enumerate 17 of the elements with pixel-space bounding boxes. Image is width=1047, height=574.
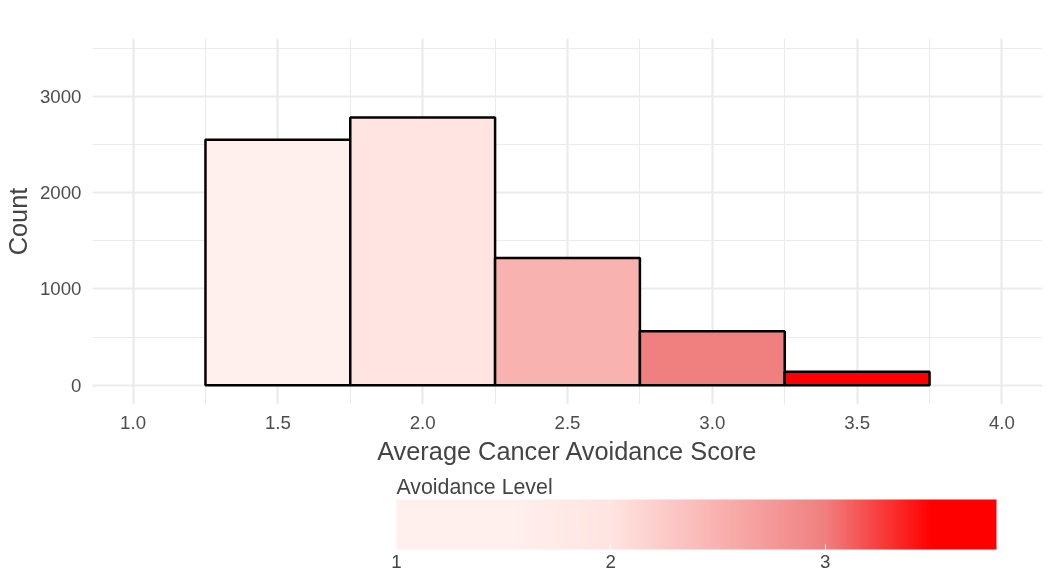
x-tick-label: 3.5 — [844, 411, 871, 433]
y-tick-label: 2000 — [40, 182, 82, 204]
x-tick-label: 4.0 — [988, 411, 1015, 433]
x-axis-title: Average Cancer Avoidance Score — [377, 436, 757, 465]
color-bar-label: 1 — [391, 550, 402, 572]
y-tick-label: 3000 — [40, 85, 82, 107]
x-tick-label: 1.0 — [120, 411, 147, 433]
x-tick-label: 3.0 — [699, 411, 726, 433]
x-tick-label: 2.0 — [409, 411, 436, 433]
y-axis-title: Count — [4, 187, 32, 256]
color-bar-label: 3 — [819, 550, 831, 572]
color-bar-label: 2 — [605, 550, 616, 572]
color-bar-title: Avoidance Level — [396, 474, 553, 499]
y-tick-label: 1000 — [40, 278, 82, 300]
x-tick-label: 2.5 — [554, 411, 581, 433]
y-tick-label: 0 — [71, 374, 82, 396]
x-tick-label: 1.5 — [264, 411, 291, 433]
